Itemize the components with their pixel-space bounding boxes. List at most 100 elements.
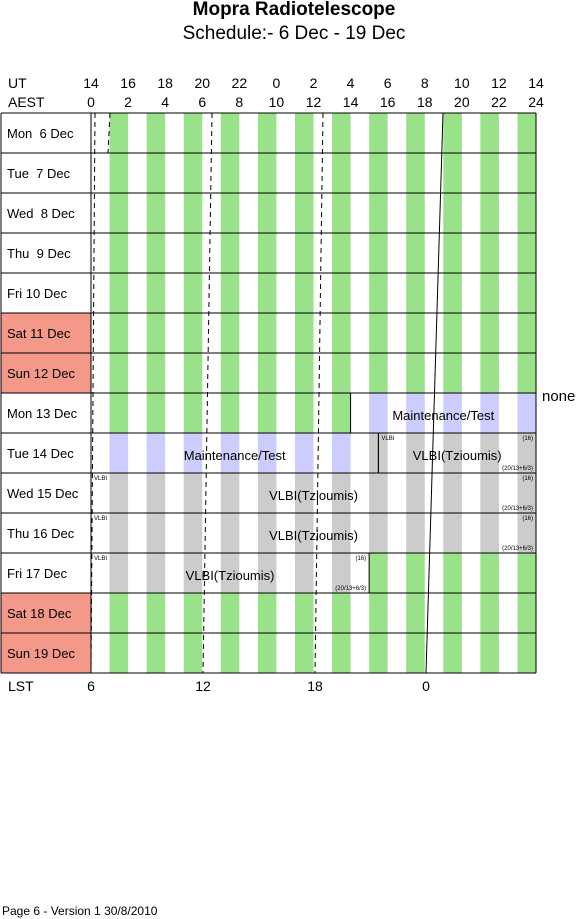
vlbi-label: VLBI(Tzioumis) [186,568,275,583]
hour-stripe [257,473,277,513]
hour-stripe [517,553,536,593]
vlbi-label: VLBI(Tzioumis) [269,528,358,543]
hour-stripe [332,233,351,273]
hour-stripe [332,353,351,393]
hour-stripe [332,313,351,353]
vlbi-small-tag: VLBI [94,556,107,562]
vlbi-small-tag: VLBI [94,476,107,482]
hour-stripe [109,513,129,553]
weekend-highlight [1,633,91,673]
hour-stripe [406,193,425,233]
hour-stripe [183,473,203,513]
day-label: Wed 15 Dec [7,486,79,501]
hour-stripe [406,153,425,193]
hour-stripe [369,633,388,673]
weekend-highlight [1,593,91,633]
hour-stripe [480,633,499,673]
hour-stripe [332,433,351,473]
hour-stripe [146,273,166,313]
hour-stripe [109,353,129,393]
lst-tick: 6 [87,678,95,694]
day-label: Thu 9 Dec [7,246,71,261]
ut-tick: 20 [194,75,211,91]
hour-stripe [220,553,240,593]
hour-stripe [109,193,129,233]
hour-stripe [369,393,388,433]
ut-tick: 22 [231,75,248,91]
hour-stripe [517,113,536,153]
hour-stripe [294,433,314,473]
hour-stripe [257,633,277,673]
day-label: Mon 13 Dec [7,406,78,421]
hour-stripe [369,153,388,193]
hour-stripe [183,553,203,593]
vlbi-alloc: (20/13+6/3) [335,586,366,592]
hour-stripe [146,233,166,273]
hour-stripe [480,553,499,593]
hour-stripe [332,193,351,233]
hour-stripe [109,473,129,513]
hour-stripe [109,393,129,433]
hour-stripe [146,553,166,593]
hour-stripe [220,153,240,193]
hour-stripe [480,313,499,353]
hour-stripe [480,353,499,393]
hour-stripe [332,153,351,193]
hour-stripe [369,193,388,233]
hour-stripe [369,553,388,593]
hour-stripe [183,353,203,393]
vlbi-alloc: (20/13+6/3) [502,506,533,512]
day-label: Thu 16 Dec [7,526,75,541]
vlbi-alloc: (20/13+6/3) [502,546,533,552]
day-label: Sat 11 Dec [7,326,71,341]
aest-tick: 10 [268,94,285,110]
hour-stripe [480,193,499,233]
ut-tick: 6 [383,75,392,91]
hour-stripe [443,513,462,553]
hour-stripe [332,633,351,673]
footer-version: Page 6 - Version 1 30/8/2010 [2,904,158,918]
ut-tick: 18 [157,75,173,91]
hour-stripe [109,633,129,673]
hour-stripe [332,113,351,153]
ut-tick: 4 [346,75,355,91]
hour-stripe [443,593,462,633]
hour-stripe [369,233,388,273]
lst-line [107,112,111,154]
lst-tick: 18 [307,678,323,694]
hour-stripe [257,313,277,353]
hour-stripe [369,113,388,153]
hour-stripe [257,393,277,433]
hour-stripe [369,473,388,513]
hour-stripe [369,313,388,353]
page-subtitle: Schedule:- 6 Dec - 19 Dec [182,23,406,44]
hour-stripe [480,233,499,273]
weekend-highlight [1,353,91,393]
hour-stripe [517,433,536,473]
hour-stripe [183,633,203,673]
hour-stripe [220,633,240,673]
maintenance-label: Maintenance/Test [184,448,286,463]
lst-label: LST [8,678,34,694]
hour-stripe [332,553,351,593]
hour-stripe [220,593,240,633]
hour-stripe [183,513,203,553]
hour-stripe [480,433,499,473]
hour-stripe [109,593,129,633]
hour-stripe [517,273,536,313]
hour-stripe [220,513,240,553]
aest-tick: 6 [198,94,207,110]
ut-tick: 2 [309,75,318,91]
hour-stripe [220,273,240,313]
hour-stripe [443,153,462,193]
hour-stripe [183,433,203,473]
ut-tick: 10 [454,75,470,91]
hour-stripe [517,233,536,273]
maintenance-label: Maintenance/Test [392,408,494,423]
hour-stripe [257,153,277,193]
hour-stripe [443,393,462,433]
aest-tick: 0 [87,94,95,110]
hour-stripe [146,473,166,513]
hour-stripe [517,313,536,353]
